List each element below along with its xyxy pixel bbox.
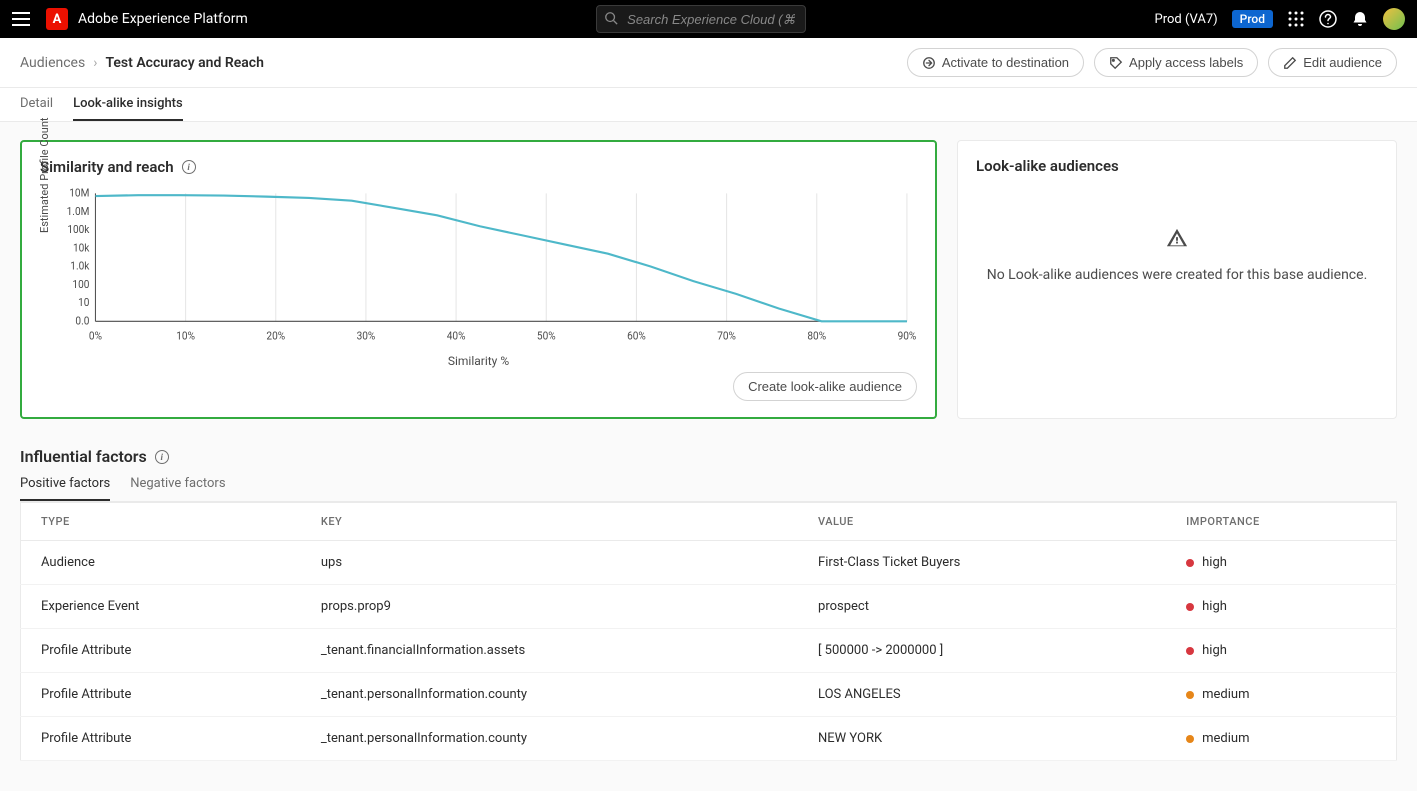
tabs: Detail Look-alike insights: [0, 88, 1417, 122]
cell-key: _tenant.financialInformation.assets: [301, 629, 798, 673]
svg-text:80%: 80%: [807, 329, 826, 342]
breadcrumb-current: Test Accuracy and Reach: [105, 55, 263, 71]
cell-importance: high: [1166, 541, 1396, 585]
svg-text:0.0: 0.0: [75, 314, 89, 327]
lookalike-panel: Look-alike audiences No Look-alike audie…: [957, 140, 1397, 419]
factors-title: Influential factors: [20, 447, 147, 466]
bell-icon[interactable]: [1351, 10, 1369, 28]
activate-label: Activate to destination: [942, 55, 1069, 70]
activate-icon: [922, 56, 936, 70]
table-row: Profile Attribute _tenant.personalInform…: [21, 673, 1397, 717]
cell-importance: medium: [1166, 673, 1396, 717]
svg-text:30%: 30%: [357, 329, 376, 342]
cell-importance: high: [1166, 629, 1396, 673]
table-row: Experience Event props.prop9 prospect hi…: [21, 585, 1397, 629]
svg-text:50%: 50%: [537, 329, 556, 342]
tab-negative-factors[interactable]: Negative factors: [130, 476, 225, 501]
svg-text:10: 10: [78, 296, 89, 309]
factors-table: TYPEKEYVALUEIMPORTANCE Audience ups Firs…: [20, 502, 1397, 761]
svg-text:1.0k: 1.0k: [70, 259, 90, 272]
search-icon: [604, 11, 618, 25]
cell-type: Audience: [21, 541, 301, 585]
table-header: VALUE: [798, 503, 1166, 541]
factors-section: Influential factors i Positive factors N…: [0, 437, 1417, 791]
svg-text:100k: 100k: [67, 223, 90, 236]
cell-type: Profile Attribute: [21, 673, 301, 717]
svg-text:10k: 10k: [73, 241, 90, 254]
table-header: TYPE: [21, 503, 301, 541]
apps-icon[interactable]: [1287, 10, 1305, 28]
svg-text:60%: 60%: [627, 329, 646, 342]
breadcrumb: Audiences › Test Accuracy and Reach: [20, 55, 264, 71]
pencil-icon: [1283, 56, 1297, 70]
cell-value: NEW YORK: [798, 717, 1166, 761]
table-row: Audience ups First-Class Ticket Buyers h…: [21, 541, 1397, 585]
svg-text:1.0M: 1.0M: [67, 205, 90, 218]
tab-insights[interactable]: Look-alike insights: [73, 96, 183, 121]
info-icon[interactable]: i: [182, 160, 196, 174]
chevron-right-icon: ›: [93, 55, 97, 71]
cell-value: prospect: [798, 585, 1166, 629]
svg-text:40%: 40%: [447, 329, 466, 342]
svg-text:0%: 0%: [89, 329, 102, 342]
apply-labels-label: Apply access labels: [1129, 55, 1243, 70]
info-icon[interactable]: i: [155, 450, 169, 464]
label-icon: [1109, 56, 1123, 70]
main: Similarity and reach i Estimated Profile…: [0, 122, 1417, 437]
lookalike-title: Look-alike audiences: [976, 157, 1119, 175]
edit-label: Edit audience: [1303, 55, 1382, 70]
table-header: IMPORTANCE: [1166, 503, 1396, 541]
table-row: Profile Attribute _tenant.financialInfor…: [21, 629, 1397, 673]
empty-message: No Look-alike audiences were created for…: [986, 267, 1368, 283]
apply-labels-button[interactable]: Apply access labels: [1094, 48, 1258, 77]
cell-key: _tenant.personalInformation.county: [301, 673, 798, 717]
similarity-panel: Similarity and reach i Estimated Profile…: [20, 140, 937, 419]
cell-type: Experience Event: [21, 585, 301, 629]
activate-button[interactable]: Activate to destination: [907, 48, 1084, 77]
warning-icon: [986, 227, 1368, 255]
svg-text:20%: 20%: [266, 329, 285, 342]
table-row: Profile Attribute _tenant.personalInform…: [21, 717, 1397, 761]
cell-value: LOS ANGELES: [798, 673, 1166, 717]
topbar: A Adobe Experience Platform Prod (VA7) P…: [0, 0, 1417, 38]
search-input[interactable]: [596, 5, 806, 33]
svg-text:70%: 70%: [717, 329, 736, 342]
menu-icon[interactable]: [12, 12, 30, 26]
chart-xlabel: Similarity %: [40, 354, 917, 368]
svg-text:90%: 90%: [898, 329, 917, 342]
empty-state: No Look-alike audiences were created for…: [976, 187, 1378, 323]
adobe-logo-icon: A: [46, 8, 68, 30]
svg-text:100: 100: [72, 278, 89, 291]
cell-type: Profile Attribute: [21, 629, 301, 673]
env-badge: Prod: [1232, 10, 1273, 28]
breadcrumb-parent[interactable]: Audiences: [20, 55, 85, 71]
chart-ylabel: Estimated Profile Count: [38, 117, 51, 233]
avatar[interactable]: [1383, 8, 1405, 30]
cell-type: Profile Attribute: [21, 717, 301, 761]
cell-key: _tenant.personalInformation.county: [301, 717, 798, 761]
breadcrumb-row: Audiences › Test Accuracy and Reach Acti…: [0, 38, 1417, 88]
cell-key: ups: [301, 541, 798, 585]
similarity-title: Similarity and reach: [40, 158, 174, 176]
cell-value: [ 500000 -> 2000000 ]: [798, 629, 1166, 673]
cell-importance: medium: [1166, 717, 1396, 761]
tab-positive-factors[interactable]: Positive factors: [20, 476, 110, 501]
svg-text:10M: 10M: [69, 188, 89, 200]
similarity-chart: Estimated Profile Count 0%10%20%30%40%50…: [40, 188, 917, 358]
create-lookalike-button[interactable]: Create look-alike audience: [733, 372, 917, 401]
cell-value: First-Class Ticket Buyers: [798, 541, 1166, 585]
search-wrap: [596, 5, 806, 33]
edit-button[interactable]: Edit audience: [1268, 48, 1397, 77]
table-header: KEY: [301, 503, 798, 541]
svg-text:10%: 10%: [176, 329, 195, 342]
cell-importance: high: [1166, 585, 1396, 629]
help-icon[interactable]: [1319, 10, 1337, 28]
env-label: Prod (VA7): [1155, 12, 1218, 27]
app-name: Adobe Experience Platform: [78, 11, 248, 27]
cell-key: props.prop9: [301, 585, 798, 629]
